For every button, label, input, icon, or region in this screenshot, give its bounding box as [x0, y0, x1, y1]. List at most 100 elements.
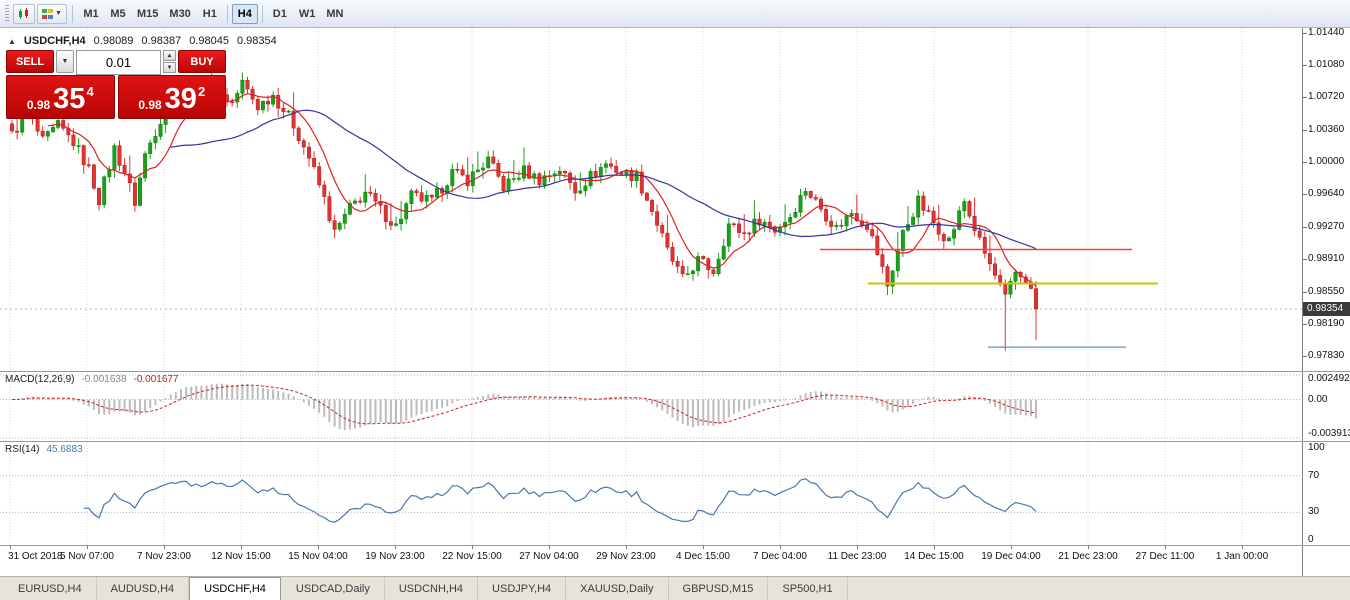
tab-usdcnh-h4[interactable]: USDCNH,H4 [385, 577, 479, 600]
time-axis-tick [780, 546, 781, 549]
tab-sp500-h1[interactable]: SP500,H1 [768, 577, 848, 600]
time-axis-tick [1242, 546, 1243, 549]
time-axis-label: 19 Nov 23:00 [365, 551, 425, 562]
price-axis-tick [1303, 130, 1307, 131]
timeframe-group: M1 M5 M15 M30 H1 H4 D1 W1 MN [78, 3, 348, 24]
price-axis: 0.98354 1.01440 1.01080 1.00720 1.00360 1.00… [1302, 27, 1350, 371]
tab-usdcad-daily[interactable]: USDCAD,Daily [282, 577, 385, 600]
time-axis-label: 5 Nov 07:00 [60, 551, 114, 562]
rsi-axis-label: 100 [1308, 442, 1325, 453]
time-axis-tick [395, 546, 396, 549]
time-axis-tick [1088, 546, 1089, 549]
timeframe-button-m30[interactable]: M30 [164, 4, 195, 24]
price-axis-tick [1303, 33, 1307, 34]
rsi-axis: 100 70 30 0 [1302, 442, 1350, 545]
toolbar-grip[interactable] [5, 4, 9, 23]
price-axis-tick [1303, 227, 1307, 228]
time-axis-tick [549, 546, 550, 549]
macd-value-main: -0.001638 [81, 374, 127, 385]
timeframe-button-m1[interactable]: M1 [78, 4, 104, 24]
price-axis-label: 0.98910 [1308, 253, 1345, 264]
tab-usdchf-h4[interactable]: USDCHF,H4 [189, 577, 281, 600]
price-axis-label: 1.00360 [1308, 124, 1345, 135]
volume-spinner: ▲ ▼ [163, 50, 176, 73]
buy-price-pipette: 2 [197, 84, 206, 99]
price-axis-label: 0.97830 [1308, 350, 1345, 361]
volume-spinner-up[interactable]: ▲ [163, 50, 176, 61]
time-axis-tick [626, 546, 627, 549]
tab-xauusd-daily[interactable]: XAUUSD,Daily [566, 577, 669, 600]
price-axis-label: 0.99270 [1308, 221, 1345, 232]
one-click-trading-panel: SELL ▼ ▲ ▼ BUY 0.98 35 4 0.98 39 2 [6, 50, 226, 119]
buy-button[interactable]: BUY [178, 50, 226, 73]
rsi-value: 45.6883 [46, 444, 83, 455]
time-axis-label: 11 Dec 23:00 [827, 551, 887, 562]
rsi-axis-label: 70 [1308, 470, 1320, 481]
time-axis-tick [318, 546, 319, 549]
price-axis-tick [1303, 259, 1307, 260]
symbol-label: USDCHF,H4 [23, 35, 86, 47]
tab-audusd-h4[interactable]: AUDUSD,H4 [97, 577, 190, 600]
macd-panel: MACD(12,26,9) -0.001638 -0.001677 0.0024… [0, 372, 1350, 442]
time-axis[interactable]: 31 Oct 2018 5 Nov 07:00 7 Nov 23:00 12 Nov … [0, 546, 1350, 576]
time-axis-label: 7 Nov 23:00 [137, 551, 191, 562]
rsi-canvas[interactable] [0, 442, 1302, 545]
time-axis-tick [164, 546, 165, 549]
buy-price-pips: 39 [164, 83, 197, 115]
time-axis-label: 15 Nov 04:00 [288, 551, 348, 562]
tab-eurusd-h4[interactable]: EURUSD,H4 [4, 577, 97, 600]
time-axis-label: 19 Dec 04:00 [981, 551, 1041, 562]
time-axis-corner [1302, 546, 1350, 576]
dropdown-caret-icon: ▼ [55, 10, 62, 17]
sell-price-button[interactable]: 0.98 35 4 [6, 75, 115, 119]
price-axis-label: 0.99640 [1308, 188, 1345, 199]
current-price-badge: 0.98354 [1303, 302, 1350, 316]
time-axis-tick [934, 546, 935, 549]
sell-price-pips: 35 [53, 83, 86, 115]
toolbar-separator [261, 4, 263, 23]
timeframe-button-m5[interactable]: M5 [105, 4, 131, 24]
price-axis-tick [1303, 292, 1307, 293]
time-axis-tick [703, 546, 704, 549]
macd-axis-label: -0.003913 [1308, 428, 1350, 439]
time-axis-label: 12 Nov 15:00 [211, 551, 271, 562]
chart-type-button[interactable] [13, 3, 35, 24]
timeframe-button-w1[interactable]: W1 [294, 4, 321, 24]
volume-dropdown-button[interactable]: ▼ [56, 50, 74, 73]
timeframe-button-h4[interactable]: H4 [231, 3, 258, 24]
toolbar-separator [72, 4, 73, 23]
sell-price-base: 0.98 [26, 98, 51, 112]
timeframe-button-d1[interactable]: D1 [267, 4, 293, 24]
time-axis-label: 7 Dec 04:00 [753, 551, 807, 562]
timeframe-button-h1[interactable]: H1 [197, 4, 223, 24]
rsi-axis-label: 0 [1308, 534, 1314, 545]
ohlc-close: 0.98354 [236, 35, 277, 47]
price-axis-label: 1.01440 [1308, 27, 1345, 38]
price-axis-label: 1.00720 [1308, 91, 1345, 102]
toolbar-separator [226, 4, 228, 23]
price-axis-tick [1303, 97, 1307, 98]
volume-input[interactable] [76, 50, 161, 75]
time-axis-tick [87, 546, 88, 549]
tab-usdjpy-h4[interactable]: USDJPY,H4 [478, 577, 567, 600]
chart-tabs-bar: EURUSD,H4 AUDUSD,H4 USDCHF,H4 USDCAD,Daily U… [0, 576, 1350, 600]
timeframe-button-m15[interactable]: M15 [132, 4, 163, 24]
macd-label: MACD(12,26,9) -0.001638 -0.001677 [5, 374, 179, 385]
time-axis-label: 22 Nov 15:00 [442, 551, 502, 562]
symbol-icon: ▲ [8, 36, 16, 46]
tab-gbpusd-m15[interactable]: GBPUSD,M15 [669, 577, 769, 600]
buy-price-button[interactable]: 0.98 39 2 [117, 75, 226, 119]
chart-template-button[interactable]: ▼ [37, 3, 67, 24]
macd-axis-label: 0.002492 [1308, 373, 1350, 384]
price-axis-label: 0.98190 [1308, 318, 1345, 329]
volume-spinner-down[interactable]: ▼ [163, 62, 176, 73]
macd-axis-label: 0.00 [1308, 394, 1328, 405]
rsi-title: RSI(14) [5, 444, 40, 455]
sell-button[interactable]: SELL [6, 50, 54, 73]
price-axis-label: 1.00000 [1308, 156, 1345, 167]
time-axis-label: 14 Dec 15:00 [904, 551, 964, 562]
macd-canvas[interactable] [0, 372, 1302, 441]
timeframe-button-mn[interactable]: MN [321, 4, 348, 24]
macd-value-signal: -0.001677 [133, 374, 179, 385]
time-axis-tick [857, 546, 858, 549]
